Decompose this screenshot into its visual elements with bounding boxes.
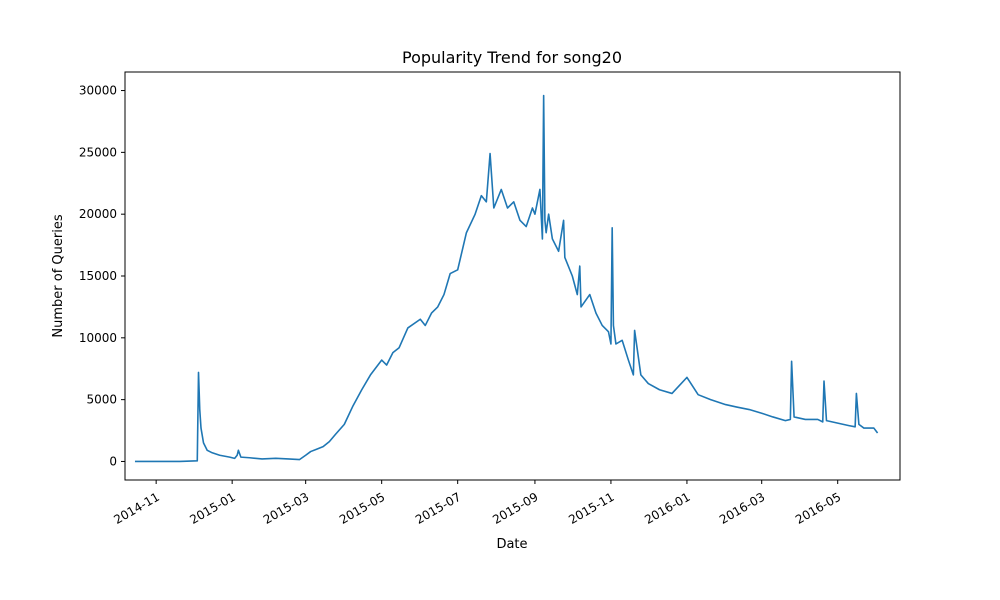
x-axis-label: Date <box>496 537 527 552</box>
y-tick-label: 25000 <box>79 145 117 159</box>
y-tick-label: 20000 <box>79 207 117 221</box>
plot-frame <box>124 71 901 481</box>
y-axis: 0 5000 10000 15000 20000 25000 30000 <box>79 84 125 468</box>
chart-title: Popularity Trend for song20 <box>402 48 622 67</box>
plot-area <box>134 94 879 463</box>
y-tick-label: 0 <box>109 454 117 468</box>
y-tick-label: 10000 <box>79 331 117 345</box>
y-tick-label: 5000 <box>86 393 117 407</box>
y-axis-label: Number of Queries <box>51 214 66 337</box>
y-tick-label: 30000 <box>79 84 117 98</box>
series-line-0 <box>134 94 879 463</box>
y-tick-label: 15000 <box>79 269 117 283</box>
